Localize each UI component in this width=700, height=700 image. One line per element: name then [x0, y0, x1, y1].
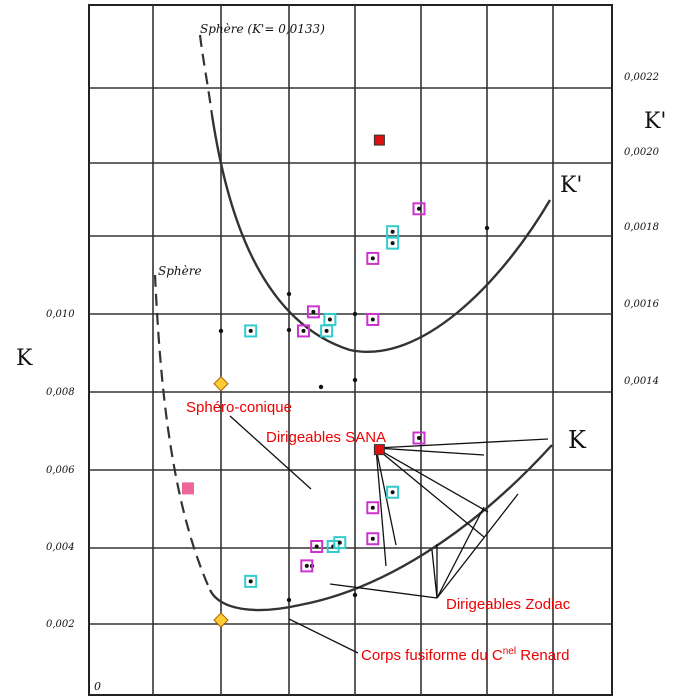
marker-kprime-magenta	[412, 202, 426, 216]
leader-sana	[375, 447, 485, 538]
leader-zodiac	[436, 506, 485, 599]
right-tick-label: 0,0020	[624, 147, 660, 158]
annotation-renard-sup: nel	[503, 646, 516, 657]
leader-zodiac	[436, 493, 519, 599]
right-axis-label: K'	[644, 109, 666, 134]
left-tick-label: 0,010	[46, 309, 75, 320]
k-curve-dashed	[153, 274, 212, 591]
left-tick-label: 0,008	[46, 387, 75, 398]
left-axis-label: K	[16, 346, 33, 371]
marker-k-cyan	[386, 485, 400, 499]
marker-kprime-cyan	[244, 324, 258, 338]
annotation-renard: Corps fusiforme du Cnel Renard	[361, 646, 569, 664]
annotation-sana: Dirigeables SANA	[266, 429, 386, 446]
marker-kprime-cyan	[320, 324, 334, 338]
grid	[89, 5, 612, 695]
marker-k-red	[373, 444, 385, 456]
leader-zodiac	[329, 583, 438, 599]
marker-k-magenta	[412, 431, 426, 445]
scan-dot	[286, 291, 292, 297]
marker-kprime-cyan	[386, 225, 400, 239]
right-tick-label: 0,0022	[624, 72, 659, 83]
right-tick-label: 0,0018	[624, 222, 659, 233]
marker-k-cyan	[244, 574, 258, 588]
leader-zodiac	[431, 549, 438, 599]
marker-kprime-red	[373, 134, 385, 146]
leader-lines	[229, 415, 549, 654]
scan-dot	[352, 311, 358, 317]
leader-sana	[375, 447, 485, 456]
marker-kprime-magenta	[366, 251, 380, 265]
marker-k-pink	[182, 482, 194, 495]
scan-dot	[352, 592, 358, 598]
leader-sana	[375, 447, 397, 546]
marker-kprime-magenta	[306, 305, 320, 319]
annotations: Sphéro-conique Dirigeables SANA Dirigeab…	[186, 399, 571, 664]
marker-k-cyan	[326, 540, 340, 553]
data-markers	[182, 134, 426, 628]
right-tick-label: 0,0016	[624, 299, 660, 310]
marker-k-magenta	[366, 501, 380, 515]
marker-kprime-cyan	[386, 236, 400, 250]
leader-sana	[375, 447, 387, 567]
annotation-sphero-conique: Sphéro-conique	[186, 399, 292, 416]
marker-k-magenta	[366, 532, 380, 546]
scan-dot	[286, 597, 292, 603]
k-prime-curve-label: K'	[560, 173, 582, 198]
leader-sana	[375, 438, 549, 449]
marker-kprime-magenta	[366, 312, 380, 326]
annotation-renard-suffix: Renard	[516, 647, 569, 664]
leader-renard	[288, 618, 359, 654]
marker-k-orange	[213, 612, 229, 628]
marker-k-cyan	[333, 536, 347, 550]
marker-kprime-dot	[218, 328, 224, 334]
left-tick-label: 0,002	[46, 619, 75, 630]
scan-dot	[352, 377, 358, 383]
marker-k-orange	[213, 376, 229, 392]
marker-k-magenta	[310, 540, 324, 553]
left-axis-ticks: 0,002 0,004 0,006 0,008 0,010	[46, 309, 75, 630]
sphere-top-label: Sphère (K'= 0,0133)	[200, 22, 325, 36]
left-tick-label: 0,006	[46, 465, 75, 476]
leader-sphero	[229, 415, 312, 490]
k-curve	[208, 444, 553, 612]
marker-kprime-cyan	[323, 312, 337, 326]
right-axis-ticks: 0,0014 0,0016 0,0018 0,0020 0,0022	[624, 72, 660, 387]
sphere-bottom-label: Sphère	[158, 264, 202, 278]
plot-frame	[88, 4, 613, 696]
marker-kprime-magenta	[297, 324, 310, 338]
k-prime-curve-dashed	[198, 34, 214, 116]
left-tick-label: 0,004	[46, 542, 75, 553]
scan-dot	[286, 327, 292, 333]
annotation-zodiac: Dirigeables Zodiac	[446, 596, 571, 613]
k-curve-label: K	[568, 426, 587, 454]
scan-dot	[318, 384, 324, 390]
k-prime-curve	[210, 114, 552, 353]
annotation-renard-prefix: Corps fusiforme du C	[361, 647, 503, 664]
marker-k-magenta	[300, 559, 314, 573]
zero-label: 0	[94, 680, 101, 693]
right-tick-label: 0,0014	[624, 376, 659, 387]
scan-dot	[484, 225, 490, 231]
leader-sana	[375, 447, 489, 513]
